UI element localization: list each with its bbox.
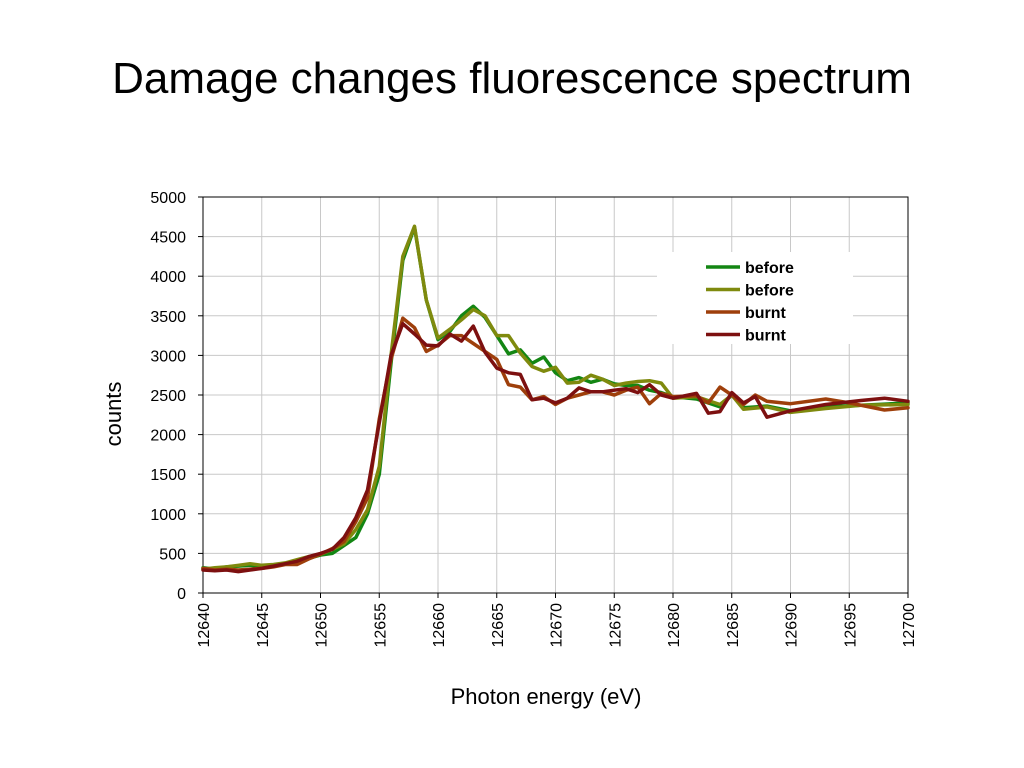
- series-line-3: [201, 321, 910, 574]
- y-tick-label: 1000: [150, 507, 186, 524]
- x-tick-label: 12660: [431, 603, 448, 648]
- x-tick-label: 12695: [842, 603, 859, 648]
- y-tick-label: 4500: [150, 230, 186, 247]
- y-tick-label: 1500: [150, 467, 186, 484]
- y-axis-ticks: 0 500 1000 1500 2000 2500 3000 3500 4000 4500 5000: [150, 190, 203, 603]
- x-tick-label: 12700: [901, 603, 918, 648]
- slide-title: Damage changes fluorescence spectrum: [112, 54, 912, 103]
- legend-label: burnt: [745, 305, 787, 322]
- x-axis-label: Photon energy (eV): [451, 684, 642, 709]
- x-tick-label: 12650: [314, 603, 331, 648]
- x-tick-label: 12670: [549, 603, 566, 648]
- legend-label: before: [745, 283, 794, 300]
- x-tick-label: 12665: [490, 603, 507, 648]
- y-tick-label: 4000: [150, 269, 186, 286]
- y-tick-label: 0: [177, 586, 186, 603]
- x-tick-label: 12645: [255, 603, 272, 648]
- legend: before before burnt burnt: [657, 252, 853, 345]
- x-axis-ticks: 12640 12645 12650 12655 12660 12665 12670 12675…: [196, 593, 918, 648]
- y-tick-label: 500: [159, 546, 186, 563]
- x-tick-label: 12685: [725, 603, 742, 648]
- legend-label: before: [745, 260, 794, 277]
- series-line-2: [201, 316, 910, 572]
- y-axis-label: counts: [101, 382, 126, 447]
- y-tick-label: 5000: [150, 190, 186, 207]
- legend-box: [657, 252, 853, 344]
- x-tick-label: 12680: [666, 603, 683, 648]
- y-tick-label: 3500: [150, 309, 186, 326]
- y-tick-label: 2000: [150, 428, 186, 445]
- x-tick-label: 12640: [196, 603, 213, 648]
- series-lines: [201, 224, 910, 574]
- x-tick-label: 12675: [607, 603, 624, 648]
- legend-label: burnt: [745, 328, 787, 345]
- y-tick-label: 2500: [150, 388, 186, 405]
- x-tick-label: 12655: [372, 603, 389, 648]
- x-tick-label: 12690: [784, 603, 801, 648]
- y-tick-label: 3000: [150, 348, 186, 365]
